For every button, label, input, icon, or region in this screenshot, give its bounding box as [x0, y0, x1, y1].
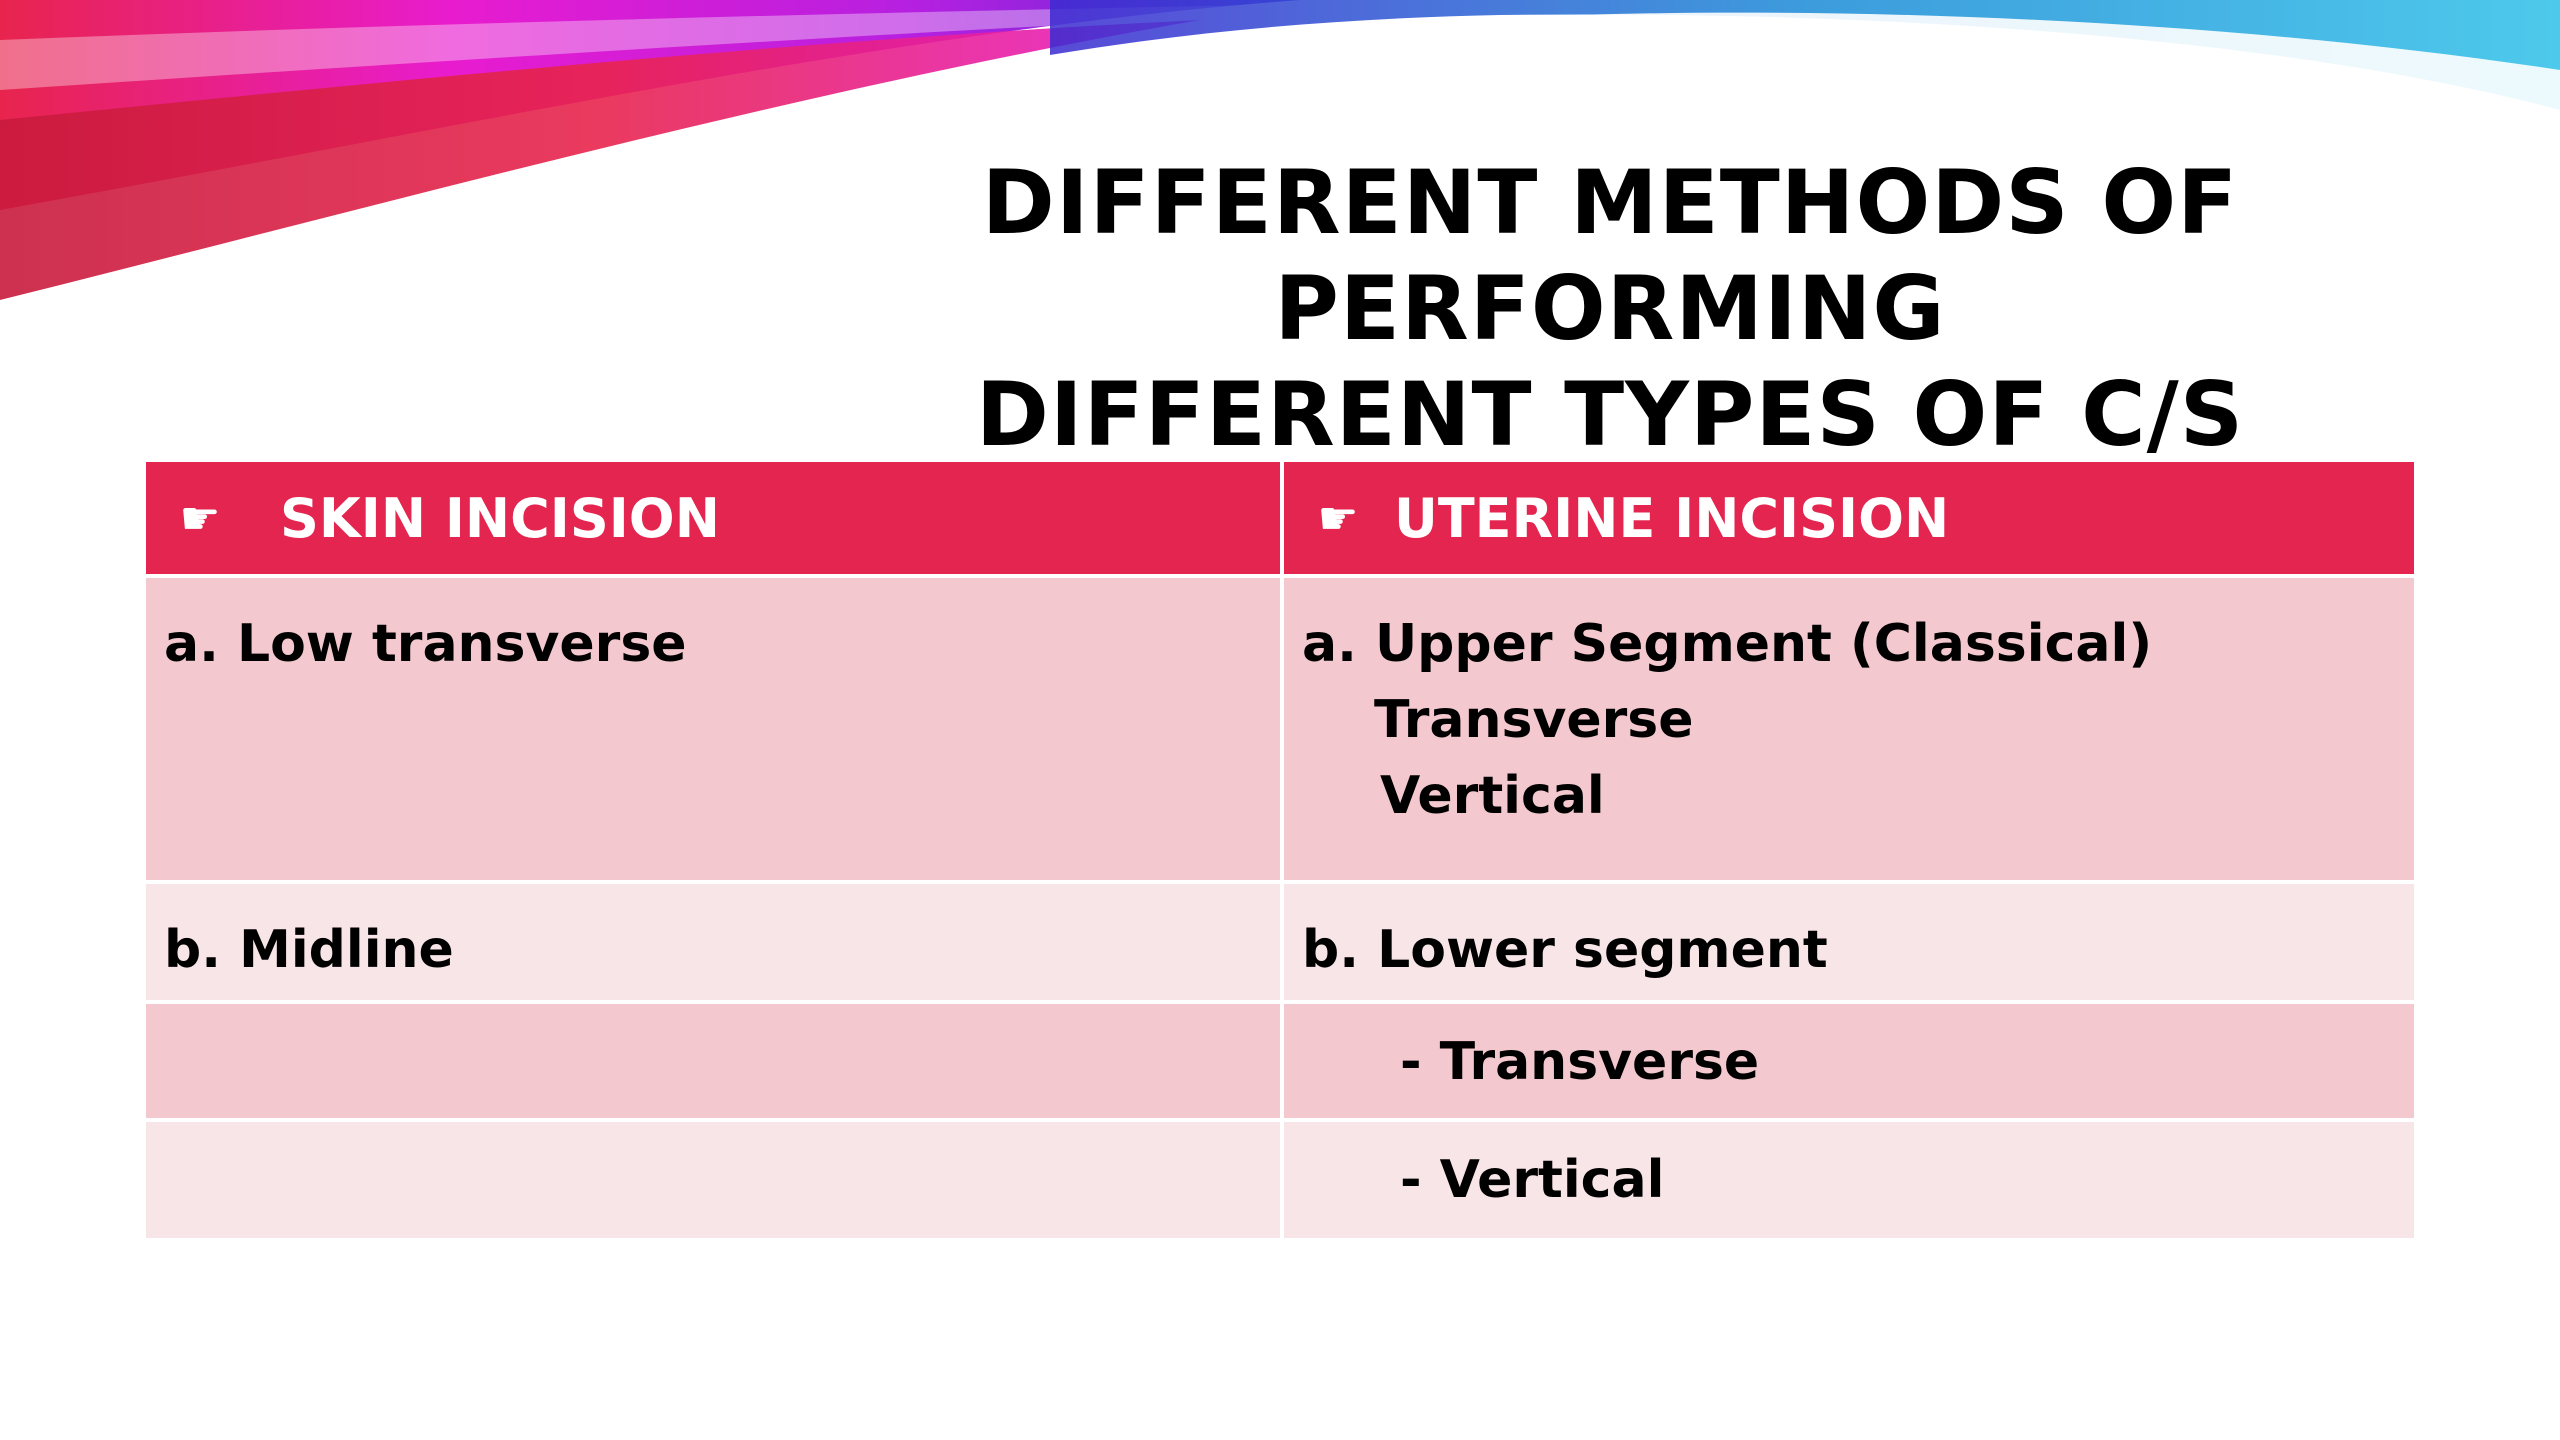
- decorative-swoosh: [0, 0, 2560, 300]
- table-row: a. Low transverse a. Upper Segment (Clas…: [146, 574, 2414, 880]
- cell-text: b. Midline: [164, 920, 454, 980]
- table-cell-uterine: - Vertical: [1280, 1122, 2414, 1238]
- table-cell-skin: [146, 1122, 1280, 1238]
- table-row: - Vertical: [146, 1118, 2414, 1238]
- cell-text: a. Upper Segment (Classical): [1302, 614, 2153, 674]
- incision-table: ☛ SKIN INCISION ☛ UTERINE INCISION a. Lo…: [146, 462, 2414, 1238]
- slide-title-line-1: DIFFERENT METHODS OF PERFORMING: [981, 151, 2239, 360]
- table-header-row: ☛ SKIN INCISION ☛ UTERINE INCISION: [146, 462, 2414, 574]
- cell-text: Vertical: [1380, 766, 1605, 826]
- header-cell-skin-incision: ☛ SKIN INCISION: [146, 462, 1280, 574]
- cell-text: Transverse: [1374, 690, 1694, 750]
- table-cell-skin: b. Midline: [146, 884, 1280, 1000]
- table-row: - Transverse: [146, 1000, 2414, 1118]
- pointing-hand-icon: ☛: [1317, 491, 1359, 545]
- cell-text: b. Lower segment: [1302, 920, 1828, 980]
- header-cell-uterine-incision: ☛ UTERINE INCISION: [1280, 462, 2414, 574]
- table-cell-uterine: b. Lower segment: [1280, 884, 2414, 1000]
- table-row: b. Midline b. Lower segment: [146, 880, 2414, 1000]
- table-cell-skin: a. Low transverse: [146, 578, 1280, 880]
- header-label-uterine-incision: UTERINE INCISION: [1394, 486, 1950, 550]
- slide-title-line-2: DIFFERENT TYPES OF C/S: [975, 363, 2245, 466]
- swoosh-white-cut: [1150, 12, 2560, 120]
- header-label-skin-incision: SKIN INCISION: [280, 486, 720, 550]
- table-cell-uterine: a. Upper Segment (Classical) Transverse …: [1280, 578, 2414, 880]
- swoosh-blue-band: [1050, 0, 2560, 110]
- table-cell-uterine: - Transverse: [1280, 1004, 2414, 1118]
- swoosh-magenta-band: [0, 0, 1300, 210]
- cell-text: a. Low transverse: [164, 614, 687, 674]
- cell-text: - Transverse: [1400, 1032, 1760, 1092]
- pointing-hand-icon: ☛: [179, 491, 221, 545]
- table-cell-skin: [146, 1004, 1280, 1118]
- swoosh-red-band: [0, 20, 1200, 300]
- cell-text: - Vertical: [1400, 1150, 1665, 1210]
- slide-title: DIFFERENT METHODS OF PERFORMING DIFFEREN…: [700, 150, 2520, 468]
- swoosh-light-band: [0, 0, 1600, 90]
